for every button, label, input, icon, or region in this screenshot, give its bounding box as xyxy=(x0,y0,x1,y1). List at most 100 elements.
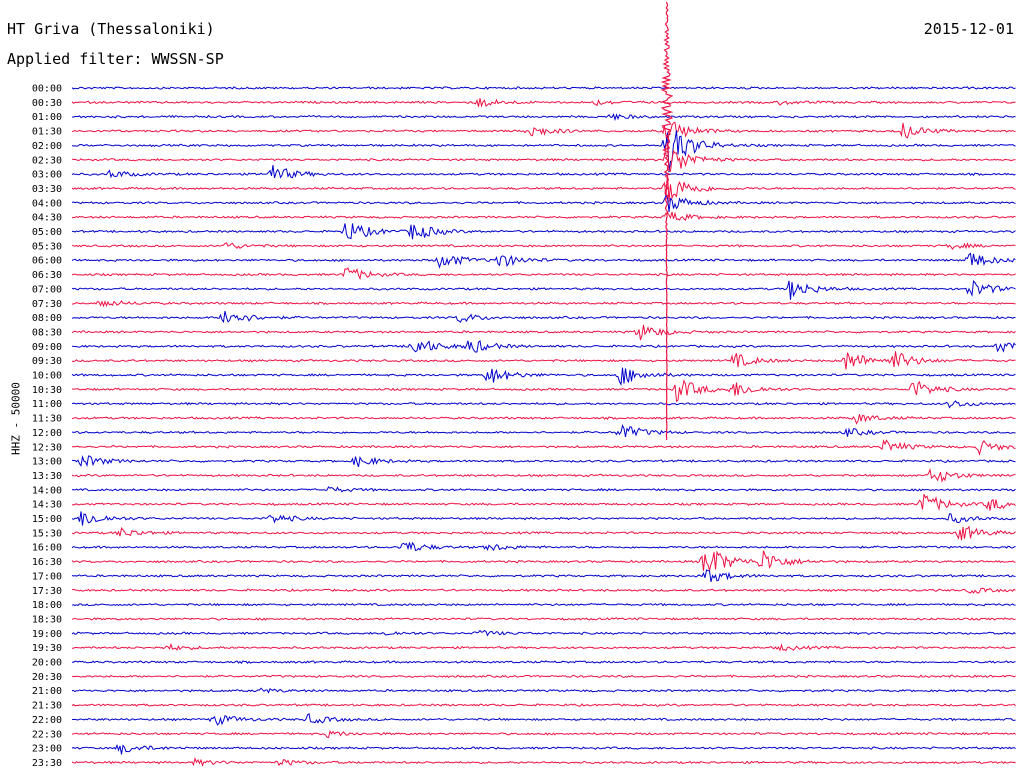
time-tick-label: 09:30 xyxy=(32,356,62,367)
time-tick-label: 09:00 xyxy=(32,342,62,353)
record-date: 2015-12-01 xyxy=(923,20,1014,38)
time-tick-label: 23:00 xyxy=(32,744,62,755)
trace-line xyxy=(71,242,1016,250)
time-tick-label: 16:00 xyxy=(32,543,62,554)
time-tick-label: 10:00 xyxy=(32,371,62,382)
station-title: HT Griva (Thessaloniki) xyxy=(7,20,215,38)
trace-line xyxy=(71,687,1016,694)
time-tick-label: 18:30 xyxy=(32,614,62,625)
trace-line xyxy=(72,300,1016,308)
event-spike-line xyxy=(660,1,674,441)
trace-line xyxy=(71,525,1016,541)
trace-line xyxy=(71,744,1016,755)
trace-line xyxy=(71,194,1016,212)
time-tick-label: 17:30 xyxy=(32,586,62,597)
time-tick-label: 19:00 xyxy=(32,629,62,640)
trace-line xyxy=(71,211,1016,222)
large-event-spike xyxy=(660,1,674,441)
trace-line xyxy=(71,467,1016,483)
time-tick-label: 19:30 xyxy=(32,643,62,654)
time-tick-label: 13:30 xyxy=(32,471,62,482)
trace-line xyxy=(71,400,1016,409)
trace-line xyxy=(71,130,1016,173)
trace-line xyxy=(71,617,1016,621)
trace-line xyxy=(71,252,1016,269)
trace-line xyxy=(71,267,1016,281)
time-tick-label: 05:30 xyxy=(32,241,62,252)
trace-line xyxy=(71,367,1016,386)
trace-line xyxy=(71,310,1016,324)
trace-line xyxy=(71,86,1016,90)
trace-line xyxy=(71,340,1016,353)
time-tick-label: 17:00 xyxy=(32,571,62,582)
trace-line xyxy=(71,660,1016,664)
trace-line xyxy=(71,455,1016,468)
trace-line xyxy=(71,703,1016,707)
trace-line xyxy=(71,414,1016,425)
time-tick-label: 23:30 xyxy=(32,758,62,769)
seismic-traces xyxy=(71,86,1016,767)
trace-line xyxy=(71,629,1016,637)
time-tick-label: 10:30 xyxy=(32,385,62,396)
time-tick-label: 20:30 xyxy=(32,672,62,683)
time-tick-label: 21:00 xyxy=(32,686,62,697)
trace-line xyxy=(71,121,1016,146)
time-tick-label: 06:30 xyxy=(32,270,62,281)
trace-line xyxy=(72,223,1016,240)
filter-label: Applied filter: WWSSN-SP xyxy=(7,50,224,68)
trace-line xyxy=(72,642,1016,652)
time-tick-label: 08:30 xyxy=(32,327,62,338)
time-tick-label: 02:00 xyxy=(32,141,62,152)
time-tick-label: 15:00 xyxy=(32,514,62,525)
time-tick-label: 08:00 xyxy=(32,313,62,324)
time-tick-label: 01:30 xyxy=(32,127,62,138)
time-tick-label: 14:30 xyxy=(32,500,62,511)
time-tick-label: 03:30 xyxy=(32,184,62,195)
time-tick-label: 05:00 xyxy=(32,227,62,238)
trace-line xyxy=(71,674,1016,679)
trace-line xyxy=(71,113,1016,122)
trace-line xyxy=(71,280,1016,300)
time-tick-label: 00:00 xyxy=(32,84,62,95)
time-tick-label: 11:00 xyxy=(32,399,62,410)
trace-line xyxy=(71,439,1016,456)
trace-line xyxy=(71,165,1016,179)
time-tick-label: 00:30 xyxy=(32,98,62,109)
time-tick-label: 14:00 xyxy=(32,485,62,496)
trace-line xyxy=(71,486,1016,493)
time-tick-label: 07:30 xyxy=(32,299,62,310)
trace-line xyxy=(71,541,1016,552)
time-tick-label: 03:00 xyxy=(32,170,62,181)
trace-line xyxy=(71,569,1016,583)
time-tick-label: 18:00 xyxy=(32,600,62,611)
trace-line xyxy=(71,511,1016,526)
trace-line xyxy=(71,730,1016,739)
trace-line xyxy=(71,602,1016,607)
trace-line xyxy=(71,494,1016,511)
time-tick-label: 06:00 xyxy=(32,256,62,267)
time-tick-label: 07:00 xyxy=(32,284,62,295)
time-tick-label: 04:30 xyxy=(32,213,62,224)
trace-line xyxy=(71,587,1016,594)
trace-line xyxy=(71,550,1016,571)
time-tick-label: 04:00 xyxy=(32,198,62,209)
trace-line xyxy=(71,379,1016,403)
trace-line xyxy=(71,351,1016,370)
time-tick-label: 12:00 xyxy=(32,428,62,439)
time-tick-label: 11:30 xyxy=(32,414,62,425)
time-tick-label: 02:30 xyxy=(32,155,62,166)
time-tick-label: 12:30 xyxy=(32,442,62,453)
trace-line xyxy=(71,424,1016,437)
time-tick-labels: 00:00 00:30 01:00 01:30 02:00 02:30 03:00 03:30… xyxy=(32,84,62,769)
time-tick-label: 15:30 xyxy=(32,528,62,539)
time-tick-label: 22:30 xyxy=(32,729,62,740)
trace-line xyxy=(71,143,1016,173)
time-tick-label: 21:30 xyxy=(32,701,62,712)
trace-line xyxy=(71,757,1016,767)
time-tick-label: 22:00 xyxy=(32,715,62,726)
time-tick-label: 01:00 xyxy=(32,112,62,123)
trace-line xyxy=(71,324,1016,341)
time-tick-label: 20:00 xyxy=(32,658,62,669)
trace-line xyxy=(71,712,1016,726)
